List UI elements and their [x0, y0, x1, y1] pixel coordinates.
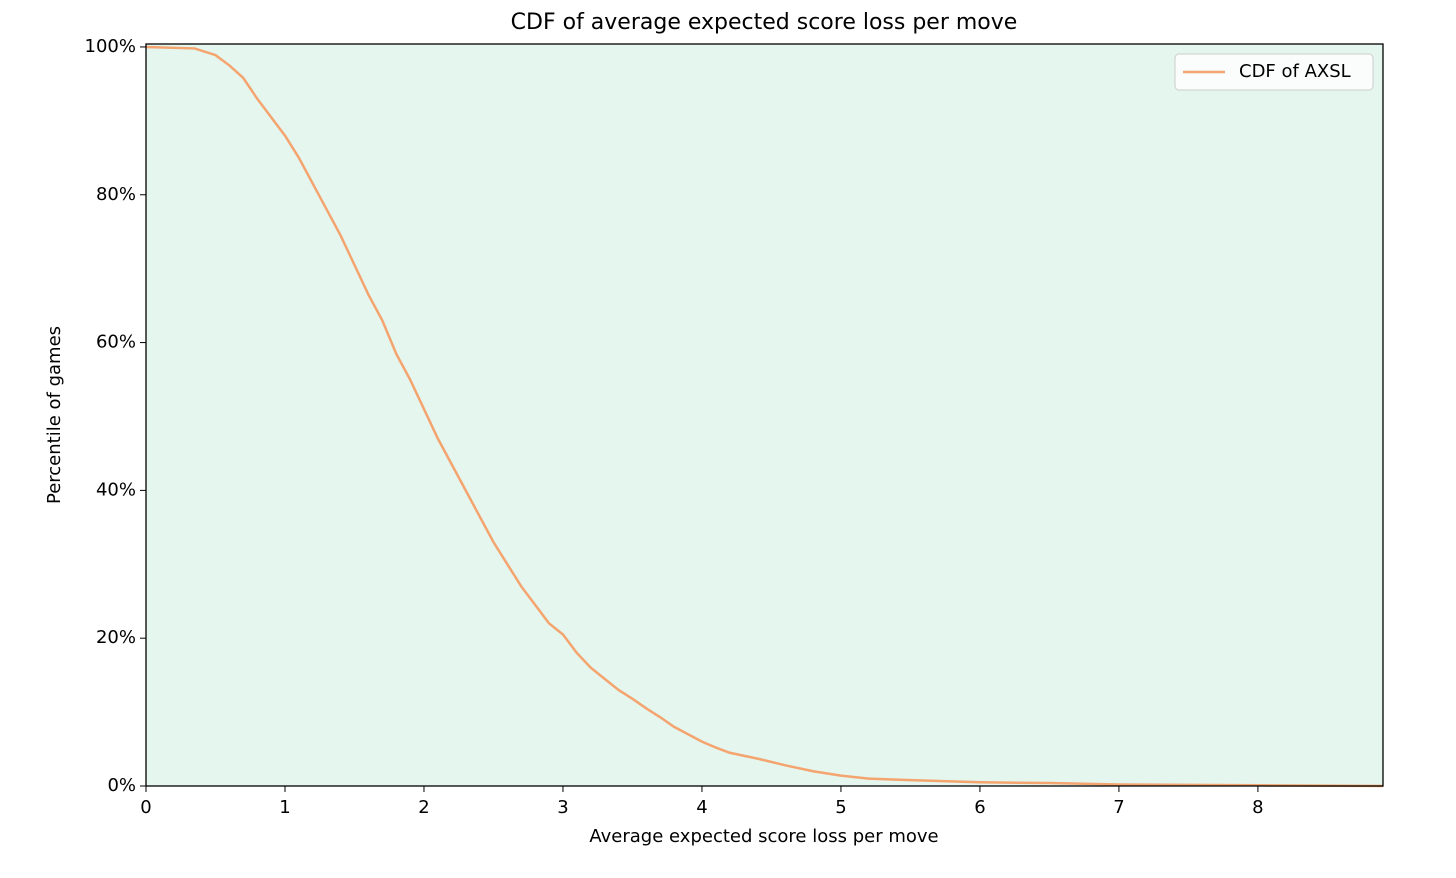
- y-tick-label: 60%: [96, 332, 136, 353]
- x-tick-label: 7: [1113, 797, 1124, 818]
- plot-frame: [145, 43, 1384, 787]
- legend-box: [1174, 53, 1374, 91]
- y-axis-label: Percentile of games: [44, 326, 65, 504]
- x-tick-label: 8: [1252, 797, 1263, 818]
- y-tick-label: 20%: [96, 627, 136, 648]
- x-tick-label: 1: [279, 797, 290, 818]
- y-tick-label: 0%: [107, 775, 136, 796]
- chart-title: CDF of average expected score loss per m…: [511, 10, 1018, 35]
- x-tick-label: 2: [418, 797, 429, 818]
- y-tick-label: 80%: [96, 184, 136, 205]
- y-tick-label: 40%: [96, 479, 136, 500]
- line-series: [145, 45, 1384, 788]
- x-axis-label: Average expected score loss per move: [589, 826, 938, 847]
- legend-label: CDF of AXSL: [1239, 61, 1351, 82]
- plot-area: [146, 44, 1383, 786]
- y-tick-label: 100%: [85, 36, 136, 57]
- x-tick-label: 0: [140, 797, 151, 818]
- x-tick-label: 3: [557, 797, 568, 818]
- x-tick-label: 6: [974, 797, 985, 818]
- x-tick-label: 5: [835, 797, 846, 818]
- x-tick-label: 4: [696, 797, 707, 818]
